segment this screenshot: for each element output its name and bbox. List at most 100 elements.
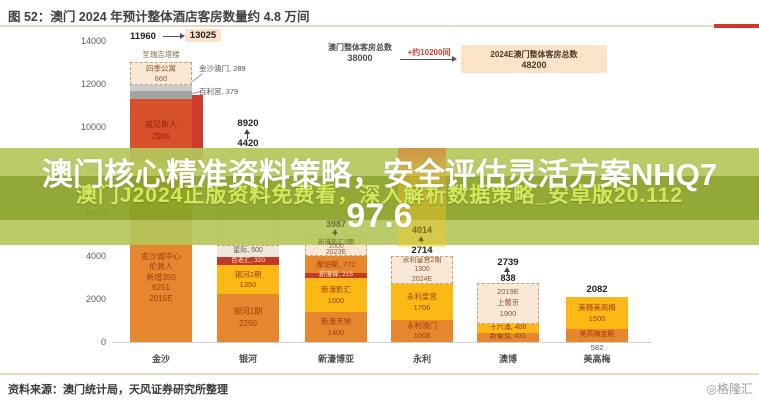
ytick-10000: 10000: [80, 122, 106, 132]
mgm-macau-segment: 美高梅金殿: [566, 329, 628, 342]
melco-total-dim: 3987: [325, 219, 347, 229]
ytick-2000: 2000: [85, 294, 106, 304]
segment-value: 2250: [239, 319, 257, 328]
sands-after-total: 13025: [185, 29, 221, 42]
ytick-4000: 4000: [85, 251, 106, 261]
segment-value: 6251: [152, 283, 170, 293]
segment-label: 百老汇, 320: [231, 257, 265, 264]
category-sands: 金沙: [151, 354, 170, 364]
current-rooms-value: 38000: [347, 53, 373, 63]
up-arrow-icon: [243, 129, 250, 139]
melco-studiocity2-year: 2023E: [325, 249, 347, 256]
annotation-arrow-icon: [400, 56, 457, 62]
segment-label: 伦敦人: [149, 262, 173, 272]
segment-label: 新葡京, 431: [489, 333, 527, 341]
overlay-back-text: 澳门J2024正版资料免费看，深入解析数据策略_安卓版20.112: [75, 184, 684, 207]
segment-label: 新濠锋, 215: [319, 271, 353, 279]
sands-growth-arrow-icon: [163, 33, 185, 39]
delta-rooms-label: +约10200间: [407, 48, 451, 57]
up-arrow-icon: [503, 267, 510, 275]
sands-plaza-callout: 百利宫, 379: [199, 87, 239, 96]
segment-label: 上葡京: [496, 298, 520, 308]
melco-studiocity-segment: 新濠影汇 1600: [305, 278, 367, 312]
segment-label: 永利皇宫: [407, 291, 437, 301]
callout-line: [192, 73, 203, 82]
segment-label: 永利澳门: [407, 321, 437, 331]
mgm-total: 2082: [586, 284, 608, 295]
overlay-band-middle: [0, 176, 759, 220]
mgm-macau-value: 582: [590, 343, 604, 352]
segment-label: 新濠影汇: [321, 284, 351, 294]
category-galaxy: 银河: [238, 354, 257, 364]
category-sjm: 澳博: [498, 354, 517, 364]
target-rooms-value: 48200: [521, 59, 547, 70]
melco-altira-segment: 新濠锋, 215: [305, 271, 367, 279]
segment-value: 1008: [413, 331, 431, 340]
segment-value: 1500: [588, 314, 606, 323]
up-arrow-icon: [417, 236, 424, 243]
segment-value: 1900: [499, 308, 517, 318]
ytick-0: 0: [100, 337, 106, 347]
galaxy-broadway-segment: 百老汇, 320: [217, 257, 279, 265]
segment-label: 2024E: [411, 275, 433, 283]
target-rooms-box: 2024E澳门整体客房总数 48200: [461, 45, 607, 73]
sands-macao-segment: [130, 85, 192, 91]
segment-value: 660: [154, 73, 168, 83]
red-ribbon: [192, 95, 203, 168]
gelonghui-watermark: ◎格隆汇: [706, 382, 753, 396]
sands-before-total: 11960: [130, 31, 156, 42]
sjm-grandlisboa-segment: 新葡京, 431: [477, 333, 539, 342]
ytick-14000: 14000: [80, 36, 106, 46]
galaxy-before-total: 4420: [237, 138, 259, 149]
target-rooms-label: 2024E澳门整体客房总数: [490, 49, 578, 59]
segment-value: 1600: [327, 296, 345, 305]
sjm-ponte16-segment: 十六浦, 408: [477, 324, 539, 333]
galaxy-phase1-segment: 银河1期 2250: [217, 294, 279, 342]
wynn-palace2-segment: 永利皇宫2期 1300 2024E: [391, 256, 453, 284]
overlay-band-top: [0, 148, 759, 176]
wynn-after-total-dim: 4014: [411, 225, 433, 235]
category-mgm: 美高梅: [583, 354, 611, 364]
up-arrow-icon: [331, 229, 338, 236]
segment-label: 威尼斯人: [145, 119, 177, 129]
category-wynn: 永利: [412, 354, 431, 364]
wynn-palace-segment: 永利皇宫 1706: [391, 284, 453, 320]
title-divider-red-cap: [714, 24, 759, 28]
sjm-after-total: 2739: [497, 257, 519, 268]
current-rooms-label: 澳门整体客房总数: [328, 43, 392, 52]
segment-label: 金沙城中心: [141, 252, 181, 261]
overlay-band-bottom: [0, 220, 759, 245]
wynn-macau-segment: 永利澳门 1008: [391, 320, 453, 342]
segment-label: 2015E: [149, 293, 173, 303]
galaxy-after-total: 8920: [237, 118, 259, 129]
ytick-12000: 12000: [80, 79, 106, 89]
figure-title: 图 52：澳门 2024 年预计整体酒店客房数量约 4.8 万间: [8, 10, 310, 24]
segment-label: 新濠天地: [321, 316, 351, 326]
segment-label: 永利皇宫2期: [402, 257, 442, 265]
segment-label: 美狮美高梅: [578, 302, 616, 312]
segment-label: 摩珀斯, 772: [316, 259, 356, 269]
overlay-main-text-line2: 97.6: [346, 197, 413, 235]
melco-studiocity2-label-dim: 新濠影汇2期: [317, 239, 355, 246]
footer-divider: [0, 373, 759, 375]
segment-label: 2019E: [497, 287, 519, 297]
orange-ribbon: [398, 148, 446, 247]
mgm-cotai-segment: 美狮美高梅 1500: [566, 297, 628, 329]
melco-studiocity2-value-dim: 1000: [328, 243, 344, 250]
category-melco: 新濠博亚: [317, 354, 354, 364]
sands-stregis-label: 圣瑞吉塔楼: [142, 50, 180, 59]
segment-value: 1350: [239, 279, 257, 289]
galaxy-phase2-segment: 银河2期 1350: [217, 265, 279, 294]
segment-label: 美高梅金殿: [579, 331, 615, 339]
segment-label: 星际, 500: [233, 247, 263, 255]
source-note: 资料来源：澳门统计局，天风证券研究所整理: [8, 384, 228, 396]
galaxy-starworld-segment: 星际, 500: [217, 246, 279, 257]
segment-value: 1400: [327, 328, 345, 337]
segment-value: 2905: [152, 131, 170, 141]
melco-morpheus-segment: 摩珀斯, 772: [305, 256, 367, 273]
sjm-before-total: 838: [500, 273, 516, 283]
sands-plaza-segment: [130, 91, 192, 99]
segment-label: 四季公寓: [146, 64, 176, 74]
sands-macao-callout: 金沙澳门, 289: [199, 64, 246, 73]
